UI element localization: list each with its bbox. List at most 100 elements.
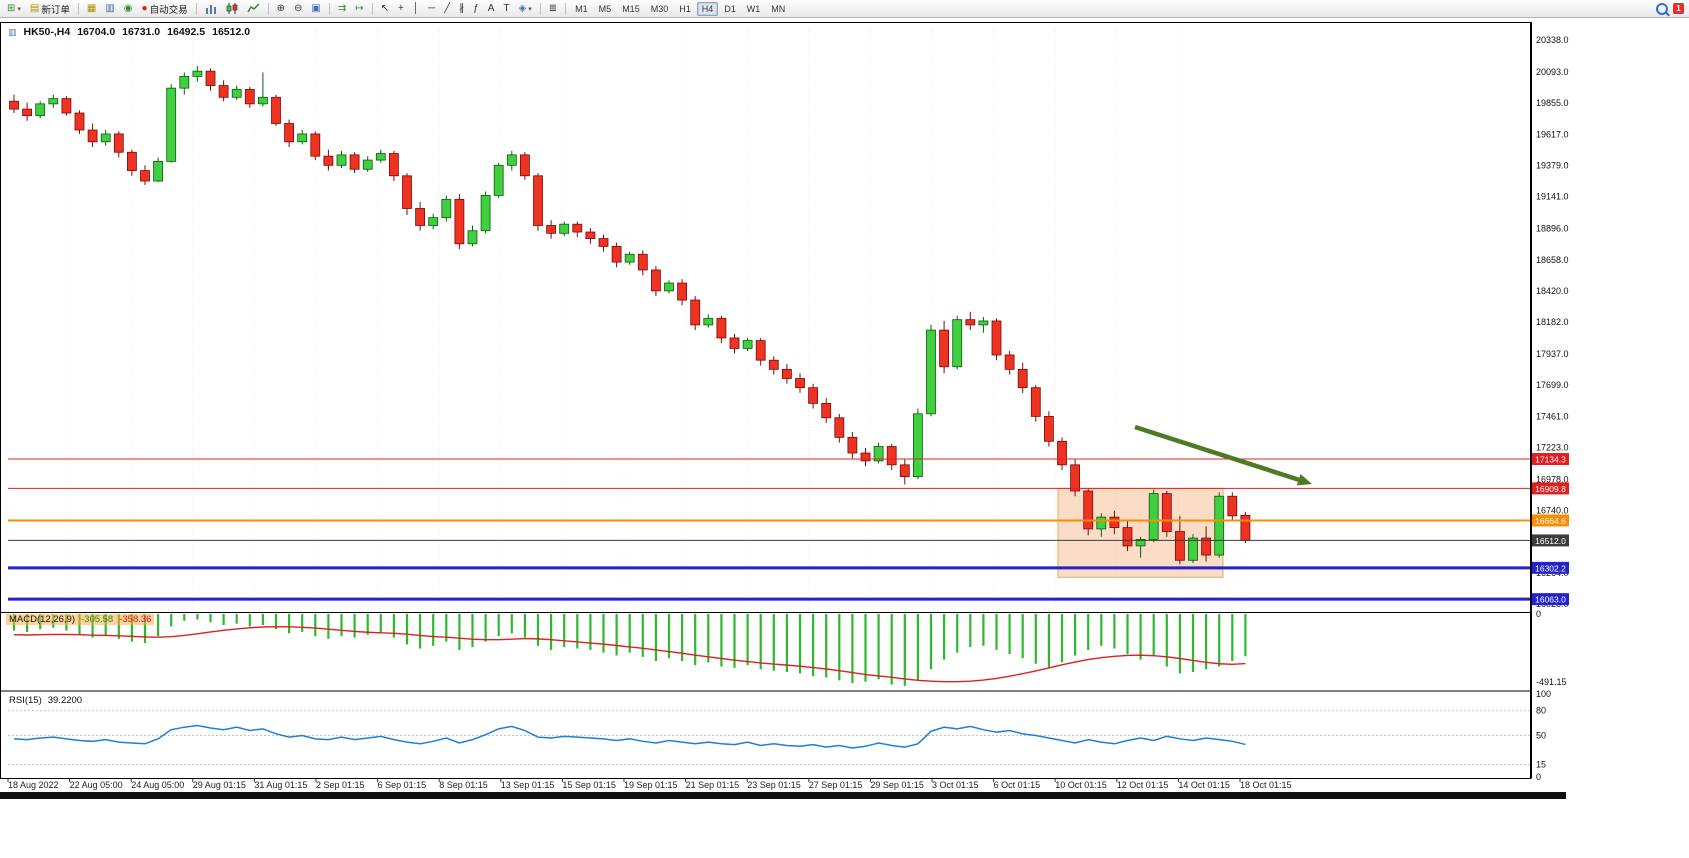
price-chart[interactable]: 20338.0 20093.0 19855.0 19617.0 19379.0 19141… xyxy=(0,22,1689,800)
svg-text:0: 0 xyxy=(1536,609,1541,619)
candle-body xyxy=(716,317,727,339)
candle-body xyxy=(926,329,936,415)
toolbar-separator xyxy=(77,2,79,15)
candle-body xyxy=(952,319,963,368)
vertical-line-tool-button[interactable]: │ xyxy=(409,2,423,16)
candle-body xyxy=(480,195,491,232)
candle-body xyxy=(166,87,177,162)
timeframe-mn-button[interactable]: MN xyxy=(771,3,786,14)
candle-body xyxy=(1004,354,1015,370)
zoom-in-button[interactable]: ⊕ xyxy=(273,2,289,16)
timeframe-m15-button[interactable]: M15 xyxy=(622,3,640,14)
toolbar-separator xyxy=(328,2,330,15)
candle-body xyxy=(899,464,910,477)
price-tag xyxy=(1532,593,1569,606)
data-window-button[interactable]: ▥ xyxy=(101,2,118,16)
indicators-icon: ≣ xyxy=(548,2,558,14)
search-icon[interactable] xyxy=(1656,2,1668,15)
auto-scroll-icon: ⇉ xyxy=(337,2,347,14)
svg-text:16740.0: 16740.0 xyxy=(1536,506,1569,516)
trend-arrow-annotation[interactable] xyxy=(1134,424,1312,486)
svg-text:18658.0: 18658.0 xyxy=(1536,255,1569,265)
macd-label[interactable]: MACD(12,26,9) -305.58 -358.36 xyxy=(6,614,155,625)
notification-badge[interactable]: 1 xyxy=(1673,3,1684,14)
crosshair-tool-button[interactable]: + xyxy=(394,2,408,16)
candle-body xyxy=(153,161,164,182)
candle-body xyxy=(336,154,347,166)
timeframe-m5-button[interactable]: M5 xyxy=(598,3,612,14)
candle-body xyxy=(611,246,622,263)
candle-body xyxy=(1240,514,1251,541)
candle-body xyxy=(362,159,373,170)
consolidation-zone[interactable] xyxy=(1057,487,1224,578)
svg-text:19 Sep 01:15: 19 Sep 01:15 xyxy=(624,780,678,790)
market-watch-button[interactable]: ▦ xyxy=(83,2,100,16)
fibonacci-tool-button[interactable]: ƒ xyxy=(469,2,483,16)
shapes-dropdown-button[interactable]: ◈ ▾ xyxy=(515,2,536,16)
rsi-label[interactable]: RSI(15) 39.2200 xyxy=(6,695,85,706)
indicators-button[interactable]: ≣ xyxy=(545,2,561,16)
candle-body xyxy=(782,368,792,379)
text-tool-button[interactable]: A xyxy=(484,2,499,16)
new-order-button[interactable]: ▤ 新订单 xyxy=(26,0,74,18)
timeframe-h1-button[interactable]: H1 xyxy=(679,3,691,14)
svg-text:18182.0: 18182.0 xyxy=(1536,317,1569,327)
candle-body xyxy=(795,378,805,389)
timeframe-m30-button[interactable]: M30 xyxy=(650,3,669,14)
autotrading-button[interactable]: ● 自动交易 xyxy=(138,0,192,18)
market-watch-icon: ▦ xyxy=(86,2,97,14)
bar-chart-type-button[interactable] xyxy=(201,1,221,16)
svg-text:22 Aug 05:00: 22 Aug 05:00 xyxy=(70,780,123,790)
candle-body xyxy=(533,175,543,226)
trendline-tool-button[interactable]: ╱ xyxy=(440,2,454,16)
candle-body xyxy=(821,402,832,419)
chart-window: 20338.0 20093.0 19855.0 19617.0 19379.0 19141… xyxy=(0,22,1689,802)
candle-body xyxy=(1188,537,1198,561)
price-level-lines[interactable]: 17134.3 16909.8 16664.6 16512.0 16302.2 16063… xyxy=(8,453,1569,606)
channel-tool-button[interactable]: ∦ xyxy=(455,2,468,16)
timeframe-h4-button[interactable]: H4 xyxy=(696,1,719,16)
zoom-in-icon: ⊕ xyxy=(276,2,285,14)
crosshair-icon: + xyxy=(397,2,404,14)
candle-body xyxy=(742,340,753,349)
candle-body xyxy=(87,129,98,143)
candle-body xyxy=(506,154,517,166)
svg-text:6 Sep 01:15: 6 Sep 01:15 xyxy=(378,780,427,790)
svg-text:0: 0 xyxy=(1536,772,1541,782)
chart-shift-button[interactable]: ↦ xyxy=(351,2,367,16)
data-window-icon: ▥ xyxy=(105,2,115,14)
label-tool-button[interactable]: T xyxy=(499,2,513,16)
auto-scroll-button[interactable]: ⇉ xyxy=(334,2,350,16)
navigator-button[interactable]: ◉ xyxy=(120,2,137,16)
chart-symbol-ohlc: ▥ HK50-,H4 16704.0 16731.0 16492.5 16512… xyxy=(8,26,250,38)
new-chart-button[interactable]: ⊞ ▾ xyxy=(3,2,25,16)
line-chart-type-button[interactable] xyxy=(243,1,264,16)
text-icon: A xyxy=(487,2,495,14)
rsi-name: RSI(15) xyxy=(9,695,42,706)
toolbar-separator xyxy=(195,2,197,15)
candle-body xyxy=(388,153,399,177)
bar-chart-icon xyxy=(205,5,216,14)
cursor-tool-button[interactable]: ↖ xyxy=(377,2,393,16)
svg-text:15 Sep 01:15: 15 Sep 01:15 xyxy=(562,780,616,790)
toolbar-separator xyxy=(371,2,373,15)
horizontal-line-tool-button[interactable]: ─ xyxy=(424,2,439,16)
timeframe-w1-button[interactable]: W1 xyxy=(746,3,761,14)
candle-body xyxy=(1083,490,1094,530)
svg-text:17699.0: 17699.0 xyxy=(1536,380,1569,390)
zoom-out-button[interactable]: ⊖ xyxy=(290,2,306,16)
tile-windows-button[interactable]: ▣ xyxy=(307,2,324,16)
macd-signal-value: -358.36 xyxy=(119,614,152,625)
new-chart-icon: ⊞ xyxy=(7,2,16,14)
timeframe-d1-button[interactable]: D1 xyxy=(724,3,736,14)
svg-text:20338.0: 20338.0 xyxy=(1536,35,1569,45)
svg-text:23 Sep 01:15: 23 Sep 01:15 xyxy=(747,780,801,790)
candle-body xyxy=(1148,493,1159,540)
candle-chart-type-button[interactable] xyxy=(222,1,242,16)
candle-body xyxy=(546,225,556,234)
candle-body xyxy=(192,70,203,77)
svg-text:3 Oct 01:15: 3 Oct 01:15 xyxy=(932,780,979,790)
timeframe-m1-button[interactable]: M1 xyxy=(575,3,588,14)
chart-icon: ▥ xyxy=(8,26,17,37)
price-tag xyxy=(1532,453,1569,466)
